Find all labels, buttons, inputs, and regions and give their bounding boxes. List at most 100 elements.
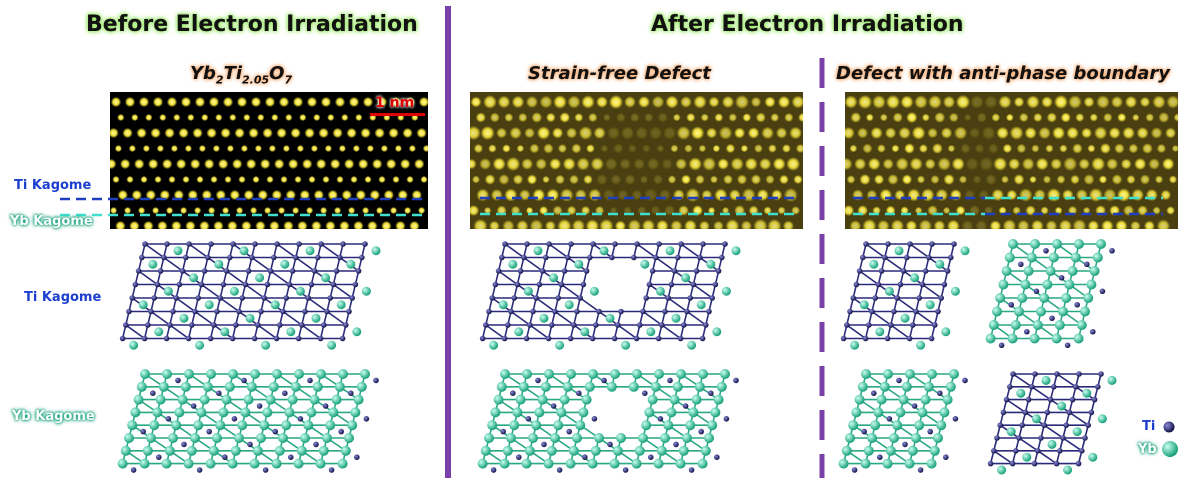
ti-atom [907,241,913,247]
ti-atom [141,335,148,342]
ti-atom [499,254,505,261]
stem-atom [290,127,301,139]
lattice-bond [276,243,297,259]
stem-atom [304,127,315,139]
yb-atom [544,369,554,379]
ti-atom [637,322,643,328]
ti-atom [517,268,524,274]
ti-atom [324,308,330,315]
ti-atom [156,454,162,460]
yb-atom [284,407,295,418]
yb-atom [196,407,207,418]
ti-atom [264,281,271,288]
yb-atom [224,381,235,392]
stem-atom [138,206,146,215]
stem-atom [932,143,943,154]
stem-atom [998,206,1007,215]
yb-atom [493,394,504,405]
stem-atom [180,96,192,108]
yb-atom [321,273,331,283]
ti-atom [668,281,675,288]
stem-atom [254,144,262,153]
yb-atom [950,286,960,296]
yb-atom [124,433,134,443]
ti-atom [615,322,621,328]
ti-atom [170,308,176,315]
stem-atom [201,189,212,201]
ti-atom [927,428,933,435]
stem-atom [574,113,584,122]
ti-atom [241,377,247,384]
lattice-bond [890,324,911,340]
ti-atom [1066,409,1073,416]
stem-atom [667,175,677,184]
ti-atom [667,377,673,384]
yb-atom [665,246,675,256]
yb-atom [867,433,877,443]
ti-atom [662,308,668,315]
stem-atom [1052,126,1066,140]
lattice-bond [125,324,146,340]
ti-atom [856,268,863,274]
yb-atom [900,313,910,323]
stem-atom [849,220,862,229]
stem-atom [904,143,915,154]
stem-atom [311,220,322,229]
stem-atom [492,157,506,171]
ti-atom [205,254,211,261]
ti-atom [297,416,304,422]
stem-atom [916,175,926,184]
ti-atom [302,308,308,315]
lattice-bond [1068,411,1089,426]
ti-atom [991,448,997,454]
ti-atom [245,268,252,274]
stem-atom [763,206,772,215]
ti-atom [593,322,599,328]
yb-atom [1064,279,1075,290]
stem-atom [296,144,304,153]
ti-atom [917,467,924,473]
stem-atom [1046,112,1057,123]
yb-atom [882,458,893,469]
stem-atom [138,96,150,108]
stem-atom [234,127,245,139]
stem-atom [585,219,600,229]
stem-atom [942,206,951,215]
legend-ti-label: Ti [1142,419,1156,434]
stem-atom [542,175,550,184]
stem-atom [369,189,380,201]
stem-atom [192,127,203,139]
yb-atom [1086,279,1097,290]
ti-atom [273,335,280,342]
stem-atom [549,158,562,170]
stem-atom [1026,95,1040,109]
ti-atom [712,281,719,288]
stem-atom [1018,188,1033,202]
yb-atom [716,381,727,392]
stem-atom [850,112,862,123]
stem-atom [262,127,273,139]
yb-atom [186,445,197,456]
lattice-bond [680,243,701,259]
stem-atom [661,158,673,170]
yb-atom [272,369,282,379]
stem-atom [1168,175,1178,184]
stem-atom [627,219,642,229]
yb-atom [920,394,931,405]
ti-atom [489,295,495,301]
stem-atom [1136,126,1149,140]
yb-atom [270,300,280,310]
stem-atom [266,175,274,184]
stem-atom [383,189,394,201]
ti-atom [313,441,319,448]
ti-atom [682,403,689,409]
ti-atom [589,335,596,342]
stem-atom [297,220,308,229]
yb-atom [653,458,664,469]
ti-atom [681,322,687,328]
ti-atom [536,281,543,288]
ti-atom [1109,247,1115,254]
yb-atom [1083,293,1094,303]
yb-atom [863,445,874,456]
stem-atom [248,127,259,139]
